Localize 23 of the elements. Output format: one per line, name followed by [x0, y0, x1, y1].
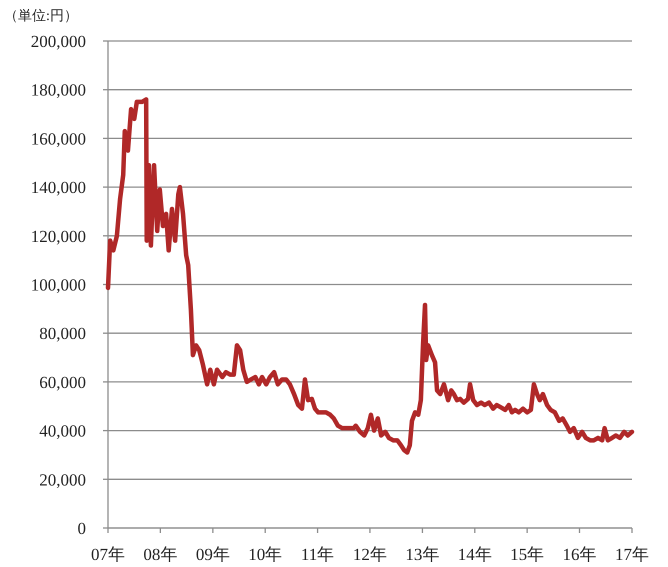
y-axis-title: （単位:円）	[4, 8, 78, 24]
x-tick-label: 16年	[562, 545, 596, 564]
y-tick-label: 40,000	[39, 422, 86, 441]
y-tick-label: 100,000	[30, 276, 86, 294]
x-tick-label: 10年	[248, 545, 282, 564]
y-tick-label: 120,000	[30, 226, 86, 246]
y-tick-label: 60,000	[39, 372, 86, 392]
x-tick-label: 09年	[196, 545, 230, 564]
y-tick-label: 140,000	[30, 178, 86, 198]
y-tick-label: 180,000	[30, 80, 86, 100]
y-tick-label: 200,000	[30, 32, 86, 51]
x-tick-label: 13年	[405, 545, 440, 564]
x-tick-label: 15年	[510, 545, 544, 564]
x-tick-label: 07年	[91, 545, 125, 564]
y-tick-label: 0	[78, 519, 86, 538]
y-tick-label: 160,000	[30, 129, 86, 148]
x-tick-label: 12年	[352, 545, 387, 564]
y-tick-label: 80,000	[39, 324, 86, 344]
y-tick-label: 20,000	[39, 470, 86, 490]
x-tick-label: 08年	[143, 545, 178, 564]
x-tick-label: 14年	[458, 545, 492, 564]
x-tick-label: 17年	[615, 545, 649, 564]
x-tick-label: 11年	[300, 545, 334, 564]
